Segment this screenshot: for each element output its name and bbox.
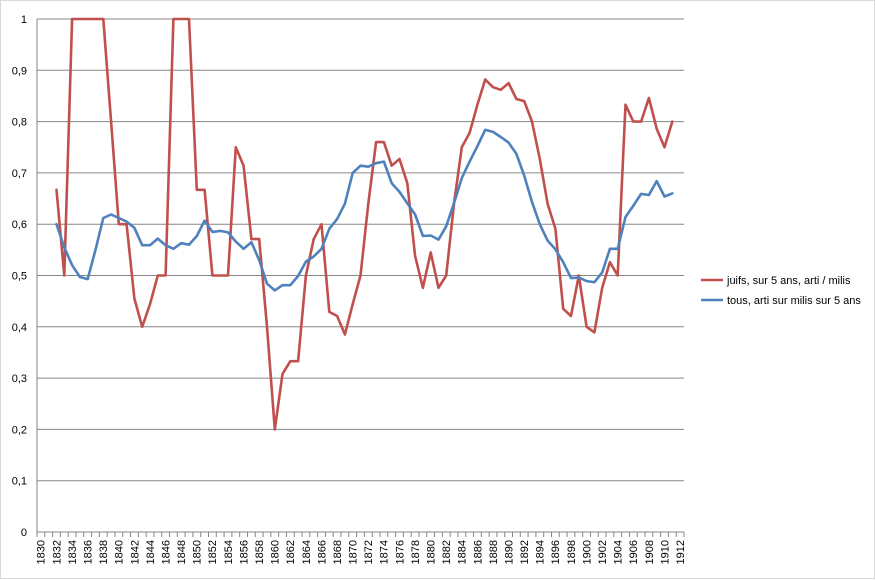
x-tick-label: 1892 [519, 540, 531, 564]
x-tick-label: 1902 [597, 540, 609, 564]
x-tick-label: 1830 [36, 540, 48, 564]
x-tick-label: 1908 [644, 540, 656, 564]
x-tick-label: 1868 [332, 540, 344, 564]
y-tick-label: 0,6 [12, 219, 27, 231]
x-tick-label: 1866 [316, 540, 328, 564]
x-tick-label: 1860 [270, 540, 282, 564]
x-tick-label: 1878 [410, 540, 422, 564]
x-tick-label: 1846 [160, 540, 172, 564]
x-tick-label: 1890 [503, 540, 515, 564]
legend-label-1: juifs, sur 5 ans, arti / milis [726, 275, 851, 287]
x-tick-label: 1874 [379, 540, 391, 564]
y-tick-label: 0,3 [12, 373, 27, 385]
x-tick-label: 1906 [628, 540, 640, 564]
legend: juifs, sur 5 ans, arti / milis tous, arti… [701, 275, 861, 307]
x-tick-label: 1852 [207, 540, 219, 564]
x-tick-label: 1898 [566, 540, 578, 564]
x-tick-label: 1900 [581, 540, 593, 564]
x-tick-label: 1882 [441, 540, 453, 564]
x-tick-label: 1880 [426, 540, 438, 564]
x-tick-label: 1912 [675, 540, 687, 564]
x-tick-label: 1834 [67, 540, 79, 564]
x-tick-label: 1862 [285, 540, 297, 564]
x-tick-label: 1886 [472, 540, 484, 564]
x-tick-label: 1858 [254, 540, 266, 564]
y-tick-label: 0,2 [12, 424, 27, 436]
y-tick-label: 0,5 [12, 271, 27, 283]
series-line-1 [55, 17, 674, 431]
x-tick-label: 1838 [98, 540, 110, 564]
x-tick-label: 1904 [613, 540, 625, 564]
x-tick-label: 1850 [192, 540, 204, 564]
x-tick-label: 1896 [550, 540, 562, 564]
legend-label-2: tous, arti sur milis sur 5 ans [727, 295, 861, 307]
x-tick-label: 1910 [659, 540, 671, 564]
x-tick-label: 1894 [535, 540, 547, 564]
y-tick-labels: 0 0,1 0,2 0,3 0,4 0,5 0,6 0,7 0,8 0,9 1 [12, 14, 27, 539]
gridlines [37, 18, 684, 482]
series-lines [55, 17, 674, 431]
x-tick-label: 1884 [457, 540, 469, 564]
x-tick-labels: 1830 1832 1834 1836 1838 1840 1842 1844 1846 1848… [36, 540, 687, 564]
y-tick-label: 0 [21, 527, 27, 539]
x-tick-label: 1870 [348, 540, 360, 564]
x-tick-label: 1856 [238, 540, 250, 564]
x-tick-label: 1842 [129, 540, 141, 564]
x-tick-label: 1888 [488, 540, 500, 564]
y-tick-label: 0,9 [12, 65, 27, 77]
axes [36, 19, 685, 537]
x-tick-label: 1836 [83, 540, 95, 564]
x-tick-label: 1832 [51, 540, 63, 564]
y-tick-label: 1 [21, 14, 27, 26]
x-tick-label: 1844 [145, 540, 157, 564]
x-tick-label: 1848 [176, 540, 188, 564]
y-tick-label: 0,4 [12, 322, 27, 334]
y-tick-label: 0,8 [12, 117, 27, 129]
x-tick-label: 1872 [363, 540, 375, 564]
x-tick-label: 1854 [223, 540, 235, 564]
x-tick-label: 1876 [394, 540, 406, 564]
series-line-2 [55, 128, 674, 292]
y-tick-label: 0,7 [12, 168, 27, 180]
x-tick-label: 1864 [301, 540, 313, 564]
x-tick-label: 1840 [114, 540, 126, 564]
y-tick-label: 0,1 [12, 476, 27, 488]
